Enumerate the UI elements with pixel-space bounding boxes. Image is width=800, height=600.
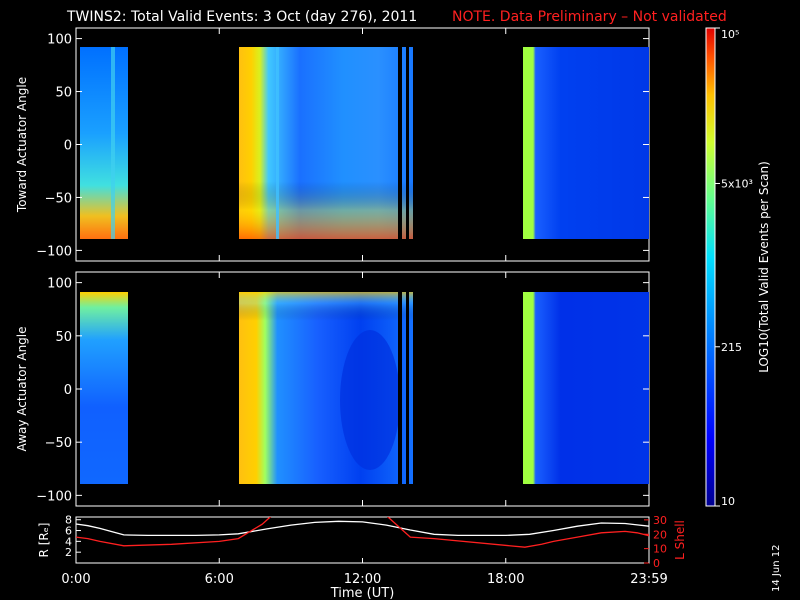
- orbit-xtick-label: 23:59: [630, 572, 667, 587]
- orbit-right-ytick-label: 30: [653, 514, 667, 527]
- away-band-3: [523, 292, 649, 484]
- toward-ytick-label: −50: [45, 191, 72, 206]
- away-ytick-label: 0: [64, 383, 72, 398]
- toward-panel: [75, 27, 650, 262]
- away-band-2-gap-1: [398, 292, 402, 484]
- orbit-right-ytick-label: 20: [653, 528, 667, 541]
- away-band-2-dark-region: [340, 330, 400, 470]
- orbit-r-line: [76, 520, 649, 537]
- away-ytick-label: 100: [47, 277, 72, 292]
- away-ylabel: Away Actuator Angle: [15, 326, 29, 451]
- orbit-left-ytick-label: 2: [65, 546, 72, 559]
- orbit-right-ytick-label: 10: [653, 543, 667, 556]
- away-band-2-gap-2: [406, 292, 409, 484]
- date-stamp: 14 Jun 12: [771, 544, 782, 592]
- away-panel: [75, 271, 650, 507]
- colorbar-tick-label: 5x10³: [721, 177, 753, 190]
- orbit-ylabel-left: R [Rₑ]: [37, 523, 51, 558]
- toward-ylabel: Toward Actuator Angle: [15, 77, 29, 213]
- colorbar-label: LOG10(Total Valid Events per Scan): [757, 161, 771, 373]
- toward-band-2-lower: [239, 47, 413, 239]
- toward-band-2-gap-1: [398, 47, 402, 239]
- away-band-1: [80, 292, 128, 484]
- colorbar-tick-label: 10⁵: [721, 28, 739, 41]
- toward-data-bands: [80, 47, 649, 239]
- toward-band-1-stripe: [111, 47, 115, 239]
- orbit-ylabel-right: L Shell: [673, 520, 687, 560]
- orbit-xtick-label: 0:00: [61, 572, 90, 587]
- toward-band-1: [80, 47, 128, 239]
- orbit-lshell-line: [76, 517, 649, 548]
- orbit-xtick-label: 18:00: [487, 572, 524, 587]
- toward-ytick-label: 50: [55, 86, 72, 101]
- figure-title: TWINS2: Total Valid Events: 3 Oct (day 2…: [66, 9, 417, 25]
- colorbar-tick-label: 215: [721, 341, 742, 354]
- away-ytick-label: −50: [45, 436, 72, 451]
- colorbar: 10 215 5x10³ 10⁵ LOG10(Total Valid Events pe…: [705, 27, 771, 508]
- orbit-xlabel: Time (UT): [330, 586, 395, 600]
- orbit-left-ytick-label: 4: [65, 535, 72, 548]
- toward-band-2-gap-2: [406, 47, 409, 239]
- away-data-bands: [80, 292, 649, 484]
- toward-ytick-label: 0: [64, 139, 72, 154]
- toward-ytick-label: 100: [47, 33, 72, 48]
- colorbar-scale: [705, 27, 716, 507]
- orbit-xtick-label: 12:00: [344, 572, 381, 587]
- colorbar-tick-label: 10: [721, 495, 735, 508]
- orbit-left-ytick-label: 8: [65, 514, 72, 527]
- toward-ytick-label: −100: [36, 244, 72, 259]
- toward-band-2-stripe: [276, 47, 279, 239]
- preliminary-note: NOTE. Data Preliminary – Not validated: [452, 9, 727, 25]
- away-ytick-label: 50: [55, 330, 72, 345]
- toward-band-3: [523, 47, 649, 239]
- orbit-left-ytick-label: 6: [65, 525, 72, 538]
- orbit-xtick-label: 6:00: [205, 572, 234, 587]
- orbit-panel: [75, 516, 650, 564]
- orbit-right-ytick-label: 0: [653, 557, 660, 570]
- away-ytick-label: −100: [36, 489, 72, 504]
